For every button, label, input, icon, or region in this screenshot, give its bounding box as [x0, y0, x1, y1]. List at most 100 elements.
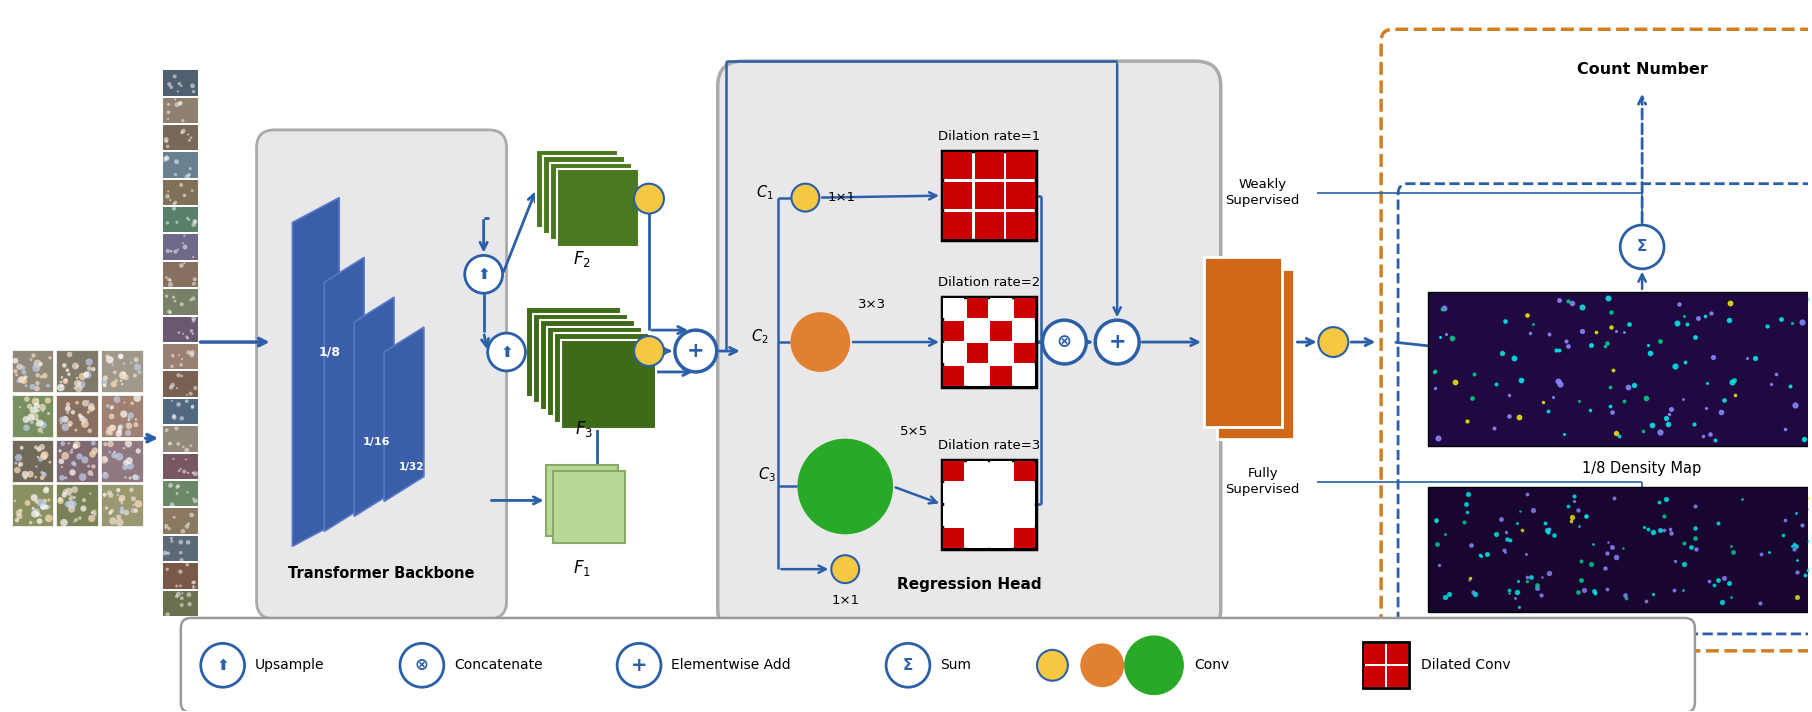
Circle shape	[174, 201, 178, 204]
Bar	[942, 366, 964, 386]
Bar	[942, 483, 964, 503]
Circle shape	[120, 509, 125, 515]
Circle shape	[105, 456, 107, 459]
Circle shape	[31, 507, 34, 510]
Circle shape	[181, 119, 185, 122]
Circle shape	[82, 456, 89, 464]
Circle shape	[74, 387, 76, 389]
Text: Upsample: Upsample	[254, 659, 324, 672]
Circle shape	[178, 354, 179, 356]
Circle shape	[120, 371, 127, 378]
Circle shape	[120, 495, 125, 501]
Circle shape	[172, 415, 176, 420]
Circle shape	[34, 360, 42, 367]
Circle shape	[36, 518, 42, 524]
Bar	[163, 234, 198, 260]
Circle shape	[40, 503, 47, 510]
Circle shape	[101, 379, 107, 385]
Circle shape	[114, 379, 118, 382]
Text: Regression Head: Regression Head	[897, 577, 1042, 592]
Text: Concatenate: Concatenate	[453, 659, 542, 672]
Text: ⬆: ⬆	[500, 345, 513, 360]
Bar	[101, 440, 143, 481]
Bar	[163, 289, 198, 315]
Circle shape	[31, 413, 38, 420]
Circle shape	[103, 458, 109, 462]
Text: $F_2$: $F_2$	[573, 249, 591, 269]
Bar	[163, 317, 198, 342]
Circle shape	[76, 377, 78, 379]
Circle shape	[36, 419, 38, 422]
Circle shape	[192, 90, 196, 93]
Text: 1/32: 1/32	[399, 461, 424, 471]
Circle shape	[91, 511, 92, 514]
FancyBboxPatch shape	[547, 327, 641, 417]
Text: Σ: Σ	[902, 658, 913, 673]
Circle shape	[36, 399, 38, 401]
Circle shape	[176, 387, 178, 389]
Circle shape	[134, 508, 138, 513]
Text: Σ: Σ	[1636, 239, 1647, 254]
Bar	[991, 461, 1011, 481]
Circle shape	[91, 464, 96, 468]
Circle shape	[172, 515, 176, 519]
Circle shape	[165, 612, 170, 617]
Circle shape	[167, 191, 169, 193]
Circle shape	[183, 446, 185, 449]
Circle shape	[60, 519, 67, 526]
Circle shape	[170, 540, 174, 543]
Circle shape	[165, 429, 169, 432]
Circle shape	[188, 139, 190, 142]
FancyBboxPatch shape	[553, 471, 625, 543]
Circle shape	[187, 592, 192, 597]
Circle shape	[105, 430, 111, 435]
Circle shape	[183, 194, 187, 197]
Circle shape	[192, 471, 194, 474]
Polygon shape	[353, 297, 393, 516]
Circle shape	[24, 375, 27, 379]
Circle shape	[60, 385, 63, 387]
Circle shape	[181, 333, 185, 335]
Text: 5×5: 5×5	[901, 425, 928, 438]
Circle shape	[1094, 320, 1140, 364]
Circle shape	[127, 444, 130, 448]
Circle shape	[185, 563, 188, 567]
Circle shape	[187, 394, 188, 396]
Bar	[11, 350, 53, 392]
Circle shape	[172, 75, 178, 78]
Circle shape	[187, 216, 188, 220]
Circle shape	[174, 300, 176, 303]
Circle shape	[192, 219, 196, 224]
Circle shape	[60, 417, 65, 423]
Bar	[991, 506, 1011, 525]
Circle shape	[190, 137, 192, 139]
Circle shape	[1042, 320, 1085, 364]
Circle shape	[792, 184, 819, 211]
Circle shape	[129, 488, 134, 492]
Circle shape	[192, 333, 194, 335]
Circle shape	[181, 529, 185, 533]
Circle shape	[790, 312, 850, 372]
Circle shape	[80, 506, 87, 512]
Circle shape	[71, 449, 72, 451]
Circle shape	[92, 407, 96, 411]
Circle shape	[192, 580, 196, 584]
Circle shape	[187, 350, 190, 355]
Bar	[163, 344, 198, 370]
Circle shape	[82, 498, 87, 502]
Circle shape	[78, 516, 82, 520]
Circle shape	[25, 500, 31, 506]
Circle shape	[176, 585, 178, 587]
Circle shape	[109, 414, 114, 419]
Circle shape	[176, 402, 181, 407]
Bar	[1428, 488, 1812, 612]
Circle shape	[116, 488, 120, 492]
Circle shape	[72, 441, 80, 449]
FancyBboxPatch shape	[718, 61, 1221, 634]
Circle shape	[36, 373, 40, 377]
Circle shape	[121, 464, 129, 470]
Circle shape	[109, 493, 114, 498]
Circle shape	[886, 644, 930, 687]
Circle shape	[16, 364, 22, 370]
Circle shape	[91, 367, 96, 372]
